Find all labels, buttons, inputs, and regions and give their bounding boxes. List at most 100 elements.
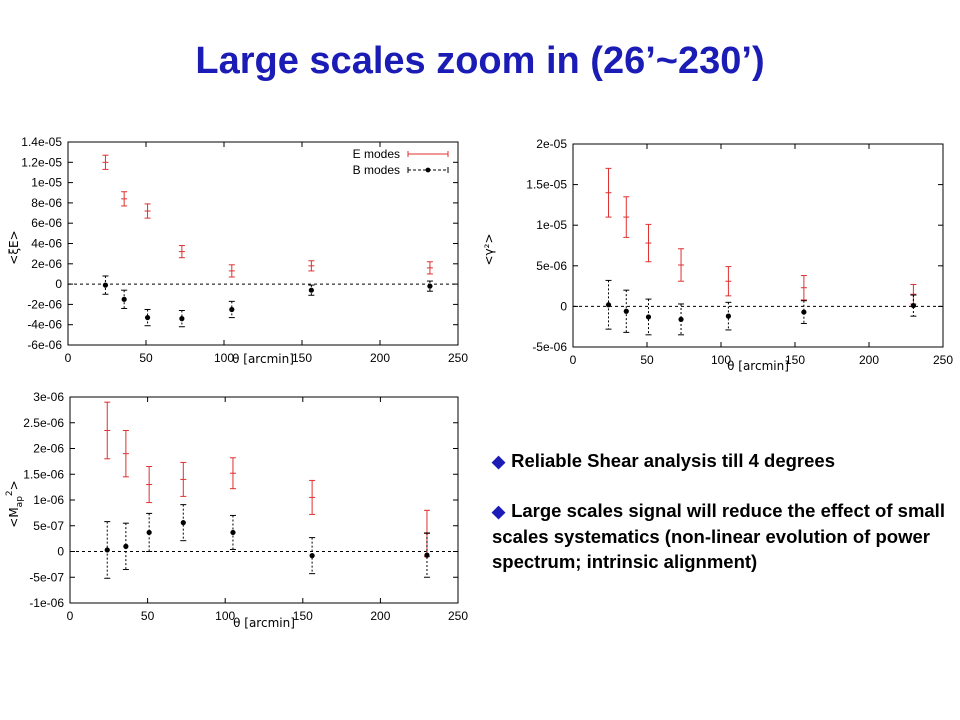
y-tick-label: 0 (560, 299, 567, 313)
point-marker (645, 314, 652, 320)
legend-marker (425, 167, 431, 173)
data-point (426, 280, 433, 292)
y-tick-label: -4e-06 (27, 318, 62, 332)
y-tick-label: 5e-06 (536, 259, 567, 273)
y-tick-label: 0 (55, 277, 62, 291)
data-point (146, 466, 153, 504)
point-marker (910, 302, 916, 309)
y-tick-label: 5e-07 (33, 519, 64, 533)
chart-map-squared-svg: 0 50 100 150 200 250 -1e-06 -5e-07 0 5e-07 1e-06 1.… (5, 390, 468, 630)
point-marker (179, 316, 185, 322)
x-tick-label: 150 (785, 353, 805, 367)
point-marker (229, 306, 235, 313)
y-tick-label: 1.2e-05 (21, 155, 62, 169)
point-marker (144, 314, 151, 321)
y-tick-label: -6e-06 (27, 338, 62, 352)
x-tick-label: 50 (139, 351, 153, 365)
point-marker (121, 296, 127, 302)
data-point (180, 504, 187, 542)
data-point (144, 203, 151, 219)
x-tick-label: 50 (640, 353, 654, 367)
data-point (800, 275, 807, 301)
data-point (178, 245, 185, 259)
map-plot-frame (69, 396, 459, 604)
x-tick-label: 100 (215, 609, 235, 623)
data-point (121, 191, 128, 207)
data-point (725, 301, 732, 331)
bullet-text: Reliable Shear analysis till 4 degrees (511, 450, 835, 471)
y-tick-label: -5e-07 (29, 570, 64, 584)
x-tick-label: 150 (292, 351, 312, 365)
xi-series-b-modes (102, 275, 433, 328)
x-tick-label: 250 (933, 353, 953, 367)
point-marker (623, 308, 629, 314)
y-tick-label: -5e-06 (532, 340, 567, 354)
data-point (800, 300, 807, 324)
point-marker (230, 529, 236, 536)
data-point (144, 308, 151, 327)
gamma-series-e-modes (605, 167, 917, 305)
data-point (308, 284, 315, 296)
data-point (309, 537, 316, 575)
y-tick-label: -2e-06 (27, 297, 62, 311)
legend-label: B modes (353, 163, 400, 177)
chart-xi-e-svg: 0 50 100 150 200 250 -6e-06 -4e-06 -2e-06 0 2e-06 4… (7, 135, 468, 366)
y-tick-label: 2e-06 (33, 442, 64, 456)
x-tick-label: 200 (370, 351, 390, 365)
chart-gamma-squared: 0 50 100 150 200 250 -5e-06 0 5e-06 1e-05 1.5e-05 2… (475, 132, 960, 397)
xi-legend: E modes B modes (353, 147, 449, 177)
point-marker (427, 283, 433, 289)
slide-title: Large scales zoom in (26’~230’) (195, 40, 765, 82)
diamond-icon: ◆ (492, 502, 506, 521)
y-tick-label: 2e-05 (536, 137, 567, 151)
data-point (180, 461, 187, 497)
gamma-y-axis-label: <γ²> (482, 233, 496, 265)
data-point (146, 512, 153, 552)
point-marker (180, 520, 186, 526)
data-point (102, 275, 109, 295)
bullet-item: ◆ Reliable Shear analysis till 4 degrees (492, 448, 947, 474)
map-y-axis-label: <Map2> (5, 480, 25, 527)
x-tick-label: 200 (370, 609, 390, 623)
x-tick-label: 250 (448, 351, 468, 365)
y-axis-label-sup: 2 (5, 490, 15, 496)
point-marker (308, 287, 314, 293)
data-point (678, 303, 685, 336)
x-tick-label: 0 (570, 353, 577, 367)
data-point (104, 401, 111, 460)
bullet-list: ◆ Reliable Shear analysis till 4 degrees … (492, 448, 947, 598)
y-tick-label: 1e-05 (31, 176, 62, 190)
y-tick-label: 6e-06 (31, 216, 62, 230)
data-point (426, 261, 433, 275)
data-point (229, 514, 236, 550)
point-marker (725, 313, 731, 319)
diamond-icon: ◆ (492, 452, 506, 471)
data-point (678, 248, 685, 282)
data-point (121, 289, 128, 309)
data-point (605, 279, 612, 330)
data-point (122, 429, 129, 478)
point-marker (605, 302, 612, 308)
y-axis-label-end: > (7, 480, 21, 490)
x-tick-label: 200 (859, 353, 879, 367)
data-point (229, 457, 236, 490)
data-point (910, 283, 917, 305)
y-tick-label: 8e-06 (31, 196, 62, 210)
data-point (725, 266, 732, 297)
y-tick-label: 1e-05 (536, 218, 567, 232)
y-tick-label: -1e-06 (29, 596, 64, 610)
y-tick-label: 1.5e-06 (23, 467, 64, 481)
point-marker (424, 552, 430, 558)
point-marker (102, 282, 109, 288)
chart-xi-e: 0 50 100 150 200 250 -6e-06 -4e-06 -2e-06 0 2e-06 4… (0, 130, 480, 390)
x-tick-label: 100 (711, 353, 731, 367)
data-point (645, 223, 652, 263)
data-point (910, 294, 917, 317)
point-marker (123, 543, 129, 549)
point-marker (146, 529, 152, 536)
gamma-series-b-modes (605, 279, 917, 336)
data-point (623, 196, 630, 238)
y-tick-label: 2e-06 (31, 257, 62, 271)
x-tick-label: 0 (65, 351, 72, 365)
gamma-x-axis-label: θ [arcmin] (727, 359, 789, 373)
